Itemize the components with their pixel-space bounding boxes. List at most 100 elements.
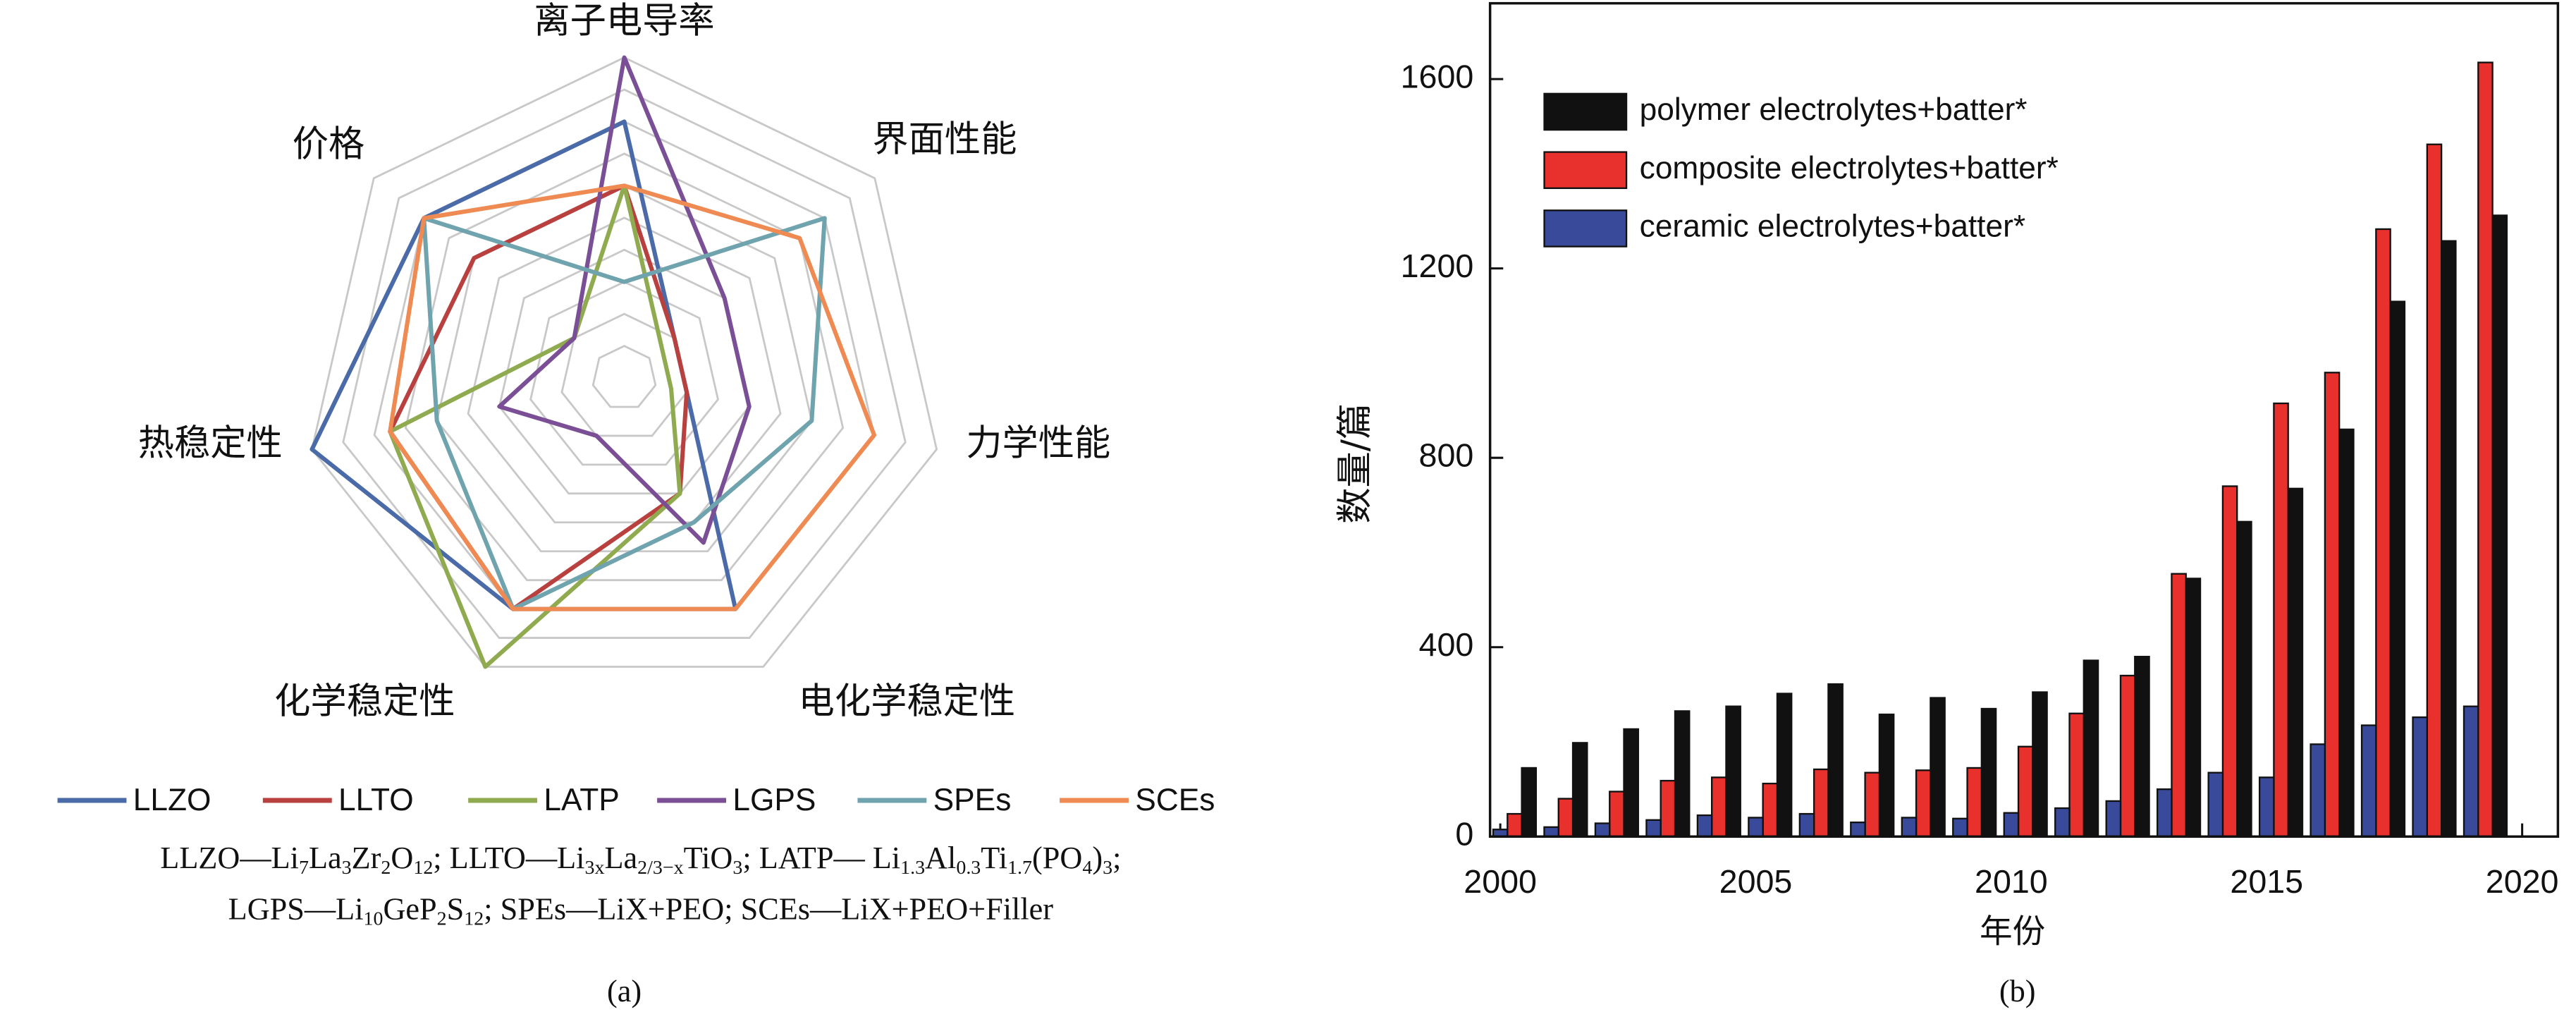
legend-label: ceramic electrolytes+batter* bbox=[1640, 209, 2025, 244]
bar bbox=[1748, 817, 1764, 838]
grid-ring bbox=[467, 216, 782, 524]
bar bbox=[1711, 776, 1727, 838]
caption: (b) bbox=[1999, 974, 2036, 1008]
bar bbox=[2068, 712, 2085, 838]
note-segment: 0.3 bbox=[956, 857, 981, 879]
note-segment: LLZO—Li bbox=[160, 841, 299, 875]
bar bbox=[2389, 300, 2406, 838]
legend-label: LLZO bbox=[133, 783, 211, 817]
bar bbox=[2156, 788, 2173, 838]
legend-label: SPEs bbox=[933, 783, 1012, 817]
bar bbox=[2258, 776, 2275, 838]
note-segment: La bbox=[604, 841, 637, 875]
legend-label: SCEs bbox=[1135, 783, 1215, 817]
note-segment: Al bbox=[925, 841, 956, 875]
bar bbox=[1952, 817, 1968, 838]
x-tick-label: 2010 bbox=[1975, 863, 2048, 900]
bar bbox=[2477, 61, 2494, 838]
bar bbox=[2440, 240, 2457, 838]
note-segment: La bbox=[309, 841, 342, 875]
caption: (a) bbox=[607, 974, 642, 1008]
bar bbox=[2491, 214, 2508, 838]
note-segment: 1.7 bbox=[1007, 857, 1032, 879]
bar bbox=[2119, 674, 2136, 838]
bar bbox=[2017, 745, 2034, 838]
note-segment: ; SPEs—LiX+PEO; SCEs—LiX+PEO+Filler bbox=[484, 892, 1053, 927]
bar bbox=[1878, 713, 1895, 838]
bar bbox=[2171, 573, 2187, 838]
bar bbox=[1543, 826, 1559, 838]
y-tick-label: 400 bbox=[1419, 626, 1474, 663]
note-segment: 12 bbox=[413, 857, 433, 879]
legend-label: polymer electrolytes+batter* bbox=[1640, 92, 2028, 127]
bar bbox=[2185, 578, 2202, 838]
bar bbox=[2462, 705, 2479, 838]
grid-ring bbox=[591, 345, 657, 408]
bar bbox=[2236, 520, 2252, 838]
note-segment: 7 bbox=[299, 857, 309, 879]
note-segment: 4 bbox=[1082, 857, 1092, 879]
note-segment: LGPS—Li bbox=[228, 892, 364, 927]
bar bbox=[1609, 791, 1625, 838]
axis-label: 电化学稳定性 bbox=[799, 681, 1016, 723]
bar bbox=[2273, 402, 2289, 838]
bar bbox=[2221, 485, 2238, 838]
legend-label: LLTO bbox=[338, 783, 414, 817]
axis-label: 价格 bbox=[293, 123, 365, 165]
bar bbox=[1966, 767, 1983, 838]
radar-line bbox=[388, 183, 876, 611]
x-tick-label: 2000 bbox=[1464, 863, 1537, 900]
axis-label: 界面性能 bbox=[872, 118, 1017, 160]
note-segment: TiO bbox=[684, 841, 733, 875]
note-segment: 10 bbox=[364, 908, 384, 930]
grid-ring bbox=[342, 88, 907, 639]
bar bbox=[2310, 743, 2326, 838]
bar bbox=[1915, 769, 1932, 838]
legend-label: LGPS bbox=[732, 783, 816, 817]
note-segment: Zr bbox=[352, 841, 381, 875]
note-segment: 3 bbox=[732, 857, 742, 879]
bar bbox=[2338, 428, 2355, 838]
grid-ring bbox=[404, 152, 845, 582]
bar bbox=[1864, 771, 1881, 838]
bar bbox=[1762, 782, 1779, 838]
bar bbox=[1674, 710, 1691, 838]
y-tick-label: 800 bbox=[1419, 437, 1474, 474]
bar bbox=[2207, 771, 2224, 838]
radar-line bbox=[497, 55, 752, 545]
bar bbox=[1557, 798, 1574, 838]
note-segment: 2 bbox=[381, 857, 391, 879]
bar bbox=[1980, 707, 1997, 838]
bar bbox=[2287, 487, 2304, 838]
radar-line bbox=[422, 216, 827, 611]
note-segment: S bbox=[447, 892, 465, 927]
note-segment: 3 bbox=[1103, 857, 1112, 879]
bar bbox=[1696, 814, 1713, 838]
note-segment: ; LLTO—Li bbox=[433, 841, 584, 875]
bar bbox=[2134, 656, 2150, 838]
bar bbox=[2003, 812, 2020, 838]
x-tick-label: 2005 bbox=[1719, 863, 1793, 900]
bar bbox=[1623, 728, 1639, 838]
axis-label: 化学稳定性 bbox=[274, 681, 455, 723]
bar bbox=[1901, 817, 1918, 838]
legend-swatch bbox=[1543, 209, 1628, 248]
x-tick-label: 2015 bbox=[2230, 863, 2303, 900]
bar bbox=[1930, 697, 1946, 838]
note-segment: ; bbox=[1112, 841, 1121, 875]
bar bbox=[1798, 812, 1815, 838]
bar bbox=[1850, 821, 1866, 838]
bar bbox=[1660, 779, 1676, 838]
y-tick-label: 1200 bbox=[1401, 248, 1474, 284]
x-tick-label: 2020 bbox=[2486, 863, 2559, 900]
legend-label: LATP bbox=[544, 783, 619, 817]
bar bbox=[1594, 822, 1611, 838]
note-segment: 2/3−x bbox=[637, 857, 683, 879]
bar bbox=[1645, 819, 1662, 838]
grid-ring bbox=[436, 184, 813, 553]
bar bbox=[1571, 742, 1588, 838]
legend-swatch bbox=[1543, 92, 1628, 131]
plot-frame bbox=[1488, 1, 2560, 838]
